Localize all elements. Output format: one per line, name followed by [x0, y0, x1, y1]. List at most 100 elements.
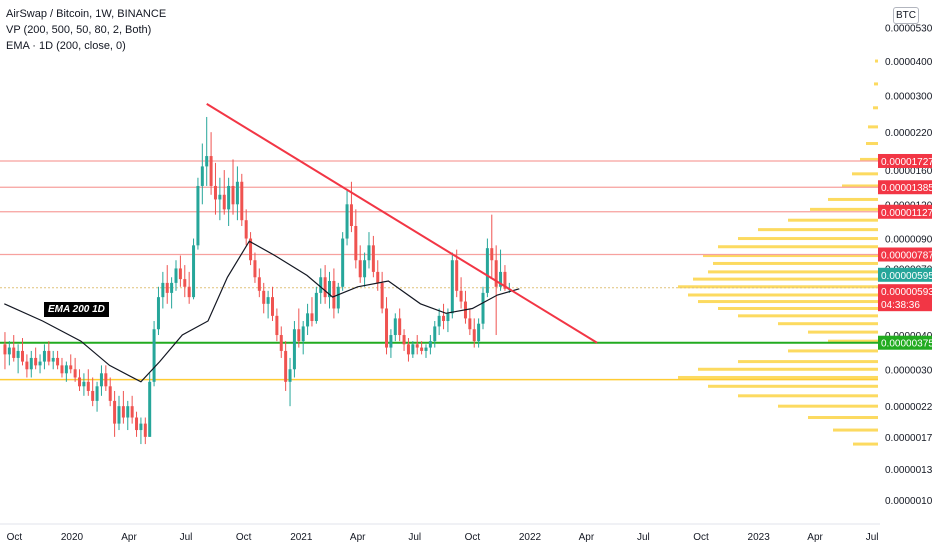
descending-trendline: [206, 103, 598, 344]
candle-body: [472, 329, 476, 342]
candle-body: [130, 406, 134, 418]
candle-body: [78, 377, 82, 387]
candle-body: [205, 156, 209, 167]
price-label-box: [878, 335, 932, 350]
ema-200-line: [4, 240, 520, 383]
vp-bar: [698, 300, 878, 304]
candle-body: [363, 260, 367, 278]
candle-body: [161, 282, 165, 298]
vp-bar: [808, 416, 878, 420]
price-label-text: 0.00000595: [881, 271, 932, 282]
candle-body: [442, 315, 446, 322]
x-axis[interactable]: Oct 2020 Apr Jul Oct 2021 Apr Jul Oct 2022 Apr Jul O…: [0, 523, 880, 543]
x-tick-label: 2021: [290, 532, 313, 543]
vp-bar: [678, 285, 878, 289]
candle-body: [222, 194, 226, 210]
candle-body: [455, 260, 459, 291]
vp-bar: [708, 384, 878, 388]
candle-body: [200, 166, 204, 186]
candle-body: [56, 357, 60, 366]
currency-badge[interactable]: BTC: [893, 7, 919, 24]
candle-body: [29, 357, 33, 370]
candle-body: [490, 248, 494, 261]
candle-body: [420, 347, 424, 351]
candle-body: [218, 194, 222, 200]
y-tick-label: 0.00000100: [885, 496, 932, 507]
candle-body: [446, 313, 450, 322]
candle-body: [450, 260, 454, 314]
candle-body: [424, 347, 428, 351]
candle-body: [213, 185, 217, 200]
legend-symbol[interactable]: AirSwap / Bitcoin, 1W, BINANCE: [6, 8, 167, 20]
price-label-box: [878, 297, 932, 312]
candle-body: [240, 181, 244, 221]
vp-bar: [808, 330, 878, 334]
candles: [3, 116, 511, 445]
candle-body: [332, 280, 336, 309]
candle-body: [371, 245, 375, 272]
x-tick-label: 2023: [748, 532, 771, 543]
candle-body: [310, 313, 314, 322]
candle-body: [367, 245, 371, 261]
chart-legend: AirSwap / Bitcoin, 1W, BINANCE VP (200, …: [6, 6, 166, 54]
x-tick-label: Apr: [807, 532, 823, 543]
candle-body: [406, 344, 410, 355]
candle-body: [139, 423, 143, 431]
candle-body: [380, 282, 384, 309]
vp-bar: [703, 254, 878, 258]
candle-body: [192, 245, 196, 298]
vp-bar: [778, 404, 878, 408]
candle-body: [253, 260, 257, 278]
candle-body: [257, 277, 261, 291]
candle-body: [249, 238, 253, 261]
candle-body: [376, 271, 380, 283]
vp-bar: [810, 207, 878, 211]
candle-body: [415, 344, 419, 348]
x-tick-label: Jul: [408, 532, 421, 543]
candle-body: [314, 292, 318, 322]
candle-body: [7, 347, 11, 355]
candle-body: [494, 260, 498, 287]
x-tick-label: Oct: [236, 532, 252, 543]
candle-body: [42, 350, 46, 362]
legend-ema[interactable]: EMA · 1D (200, close, 0): [6, 40, 126, 52]
candle-body: [64, 365, 68, 374]
candle-body: [183, 279, 187, 287]
candle-body: [156, 297, 160, 330]
candle-body: [178, 268, 182, 280]
candle-body: [113, 400, 117, 424]
candle-body: [231, 185, 235, 205]
x-tick-label: Apr: [350, 532, 366, 543]
vp-bar: [828, 339, 878, 343]
candle-body: [152, 329, 156, 382]
legend-volume-profile[interactable]: VP (200, 500, 50, 80, 2, Both): [6, 24, 152, 36]
candle-body: [499, 271, 503, 287]
candle-body: [227, 185, 231, 210]
candle-body: [319, 277, 323, 293]
x-tick-label: Jul: [180, 532, 193, 543]
x-tick-label: Oct: [465, 532, 481, 543]
candle-body: [297, 329, 301, 342]
candle-body: [73, 369, 77, 378]
vp-bar: [738, 237, 878, 241]
price-label-text: 0.00000375: [881, 339, 932, 350]
x-tick-label: 2022: [519, 532, 542, 543]
candle-body: [323, 277, 327, 298]
candle-body: [104, 373, 108, 387]
candle-body: [503, 271, 507, 289]
vp-bar: [788, 218, 878, 222]
candle-body: [468, 318, 472, 330]
price-labels: 0.00001727 0.00001385 0.00001127 0.00000787…: [878, 153, 932, 350]
candle-body: [143, 423, 147, 437]
candle-body: [270, 297, 274, 316]
vp-bar: [828, 197, 878, 201]
